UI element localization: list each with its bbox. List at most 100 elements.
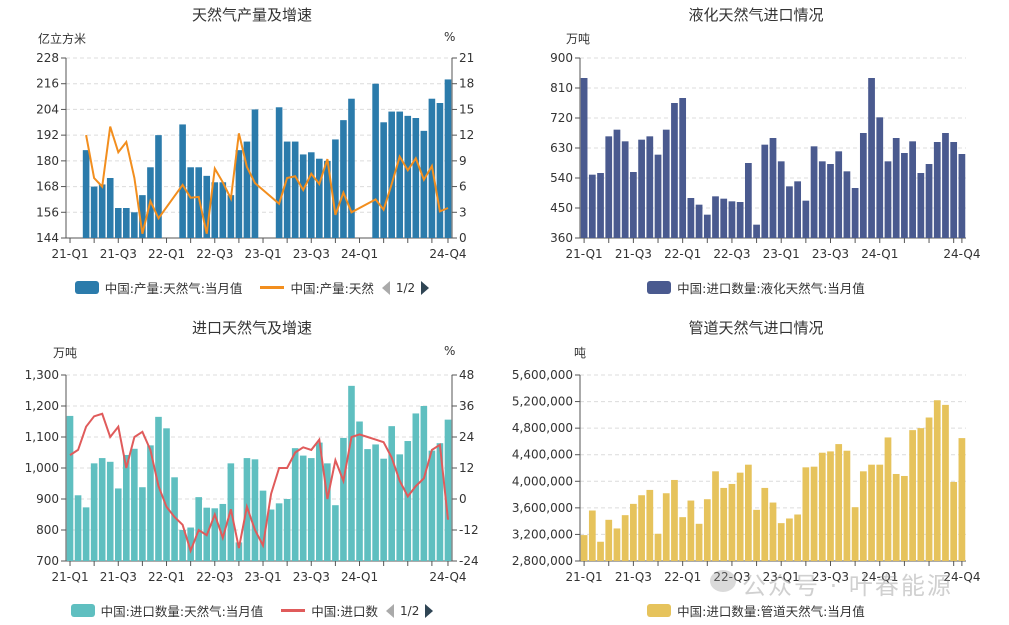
- y-tick-label: 3,200,000: [512, 527, 573, 541]
- chart-title: 进口天然气及增速: [191, 319, 312, 337]
- legend-item-bar[interactable]: 中国:进口数量:管道天然气:当月值: [647, 601, 865, 620]
- bar: [98, 184, 106, 238]
- chart-title: 液化天然气进口情况: [688, 6, 824, 24]
- bar: [761, 144, 769, 238]
- bar: [203, 175, 211, 238]
- bar: [171, 477, 178, 561]
- bar: [588, 510, 596, 561]
- legend-page: 1/2: [395, 280, 416, 295]
- y-tick-label: 540: [550, 171, 573, 185]
- bar: [380, 122, 387, 238]
- y-tick-label: 180: [36, 154, 59, 168]
- bar: [621, 515, 629, 561]
- legend-prev-icon[interactable]: [381, 280, 390, 295]
- bar: [316, 442, 323, 561]
- bar: [876, 117, 884, 238]
- bar: [630, 172, 637, 238]
- bar: [388, 111, 395, 238]
- x-tick-label: 23-Q1: [244, 247, 281, 261]
- bar: [892, 138, 900, 238]
- bar: [580, 535, 588, 561]
- bar: [243, 141, 251, 238]
- bar: [580, 78, 588, 238]
- legend-item-bar[interactable]: 中国:进口数量:天然气:当月值: [70, 601, 263, 620]
- bar: [219, 503, 227, 561]
- legend-label: 中国:产量:天然: [290, 281, 374, 296]
- x-tick-label: 23-Q3: [293, 247, 330, 261]
- bar: [90, 186, 98, 238]
- x-tick-label: 21-Q3: [615, 247, 652, 261]
- bar: [324, 463, 331, 561]
- bar: [679, 517, 687, 561]
- legend-pager: 1/2: [386, 603, 434, 618]
- x-tick-label: 21-Q3: [100, 247, 137, 261]
- bar: [155, 135, 162, 238]
- chart-panel-pipeline-import: 管道天然气进口情况 吨 2,800,000 3,200,000 3,600,000 4…: [504, 313, 1008, 625]
- y-tick-label: 192: [36, 128, 59, 142]
- x-tick-label: 22-Q1: [148, 570, 185, 584]
- y-tick-label: 168: [36, 180, 59, 194]
- bar: [299, 455, 307, 561]
- bar: [671, 103, 678, 238]
- bar: [412, 118, 420, 238]
- legend-item-bar[interactable]: 中国:进口数量:液化天然气:当月值: [647, 278, 865, 297]
- bar: [588, 174, 596, 238]
- legend-label: 中国:进口数量:管道天然气:当月值: [677, 604, 865, 619]
- bar: [818, 161, 826, 238]
- x-tick-label: 24-Q4: [943, 247, 980, 261]
- bar: [299, 154, 307, 238]
- bar: [621, 141, 629, 238]
- bar: [769, 138, 777, 238]
- x-tick-label: 23-Q3: [812, 247, 849, 261]
- x-tick-label: 22-Q1: [664, 570, 701, 584]
- bar: [114, 488, 122, 561]
- bar: [942, 404, 949, 561]
- bar: [794, 181, 802, 238]
- bar: [187, 527, 194, 561]
- x-tick-label: 24-Q1: [341, 570, 378, 584]
- y-tick-label: 216: [36, 77, 59, 91]
- bar: [859, 133, 867, 238]
- legend-item-bar[interactable]: 中国:产量:天然气:当月值: [74, 278, 242, 297]
- legend-item-line[interactable]: 中国:产量:天然: [260, 278, 374, 297]
- chart-panel-gas-import: 进口天然气及增速 万吨 % 700 800 900 1,000 1,100 1,200 1,…: [0, 313, 504, 625]
- y-tick-label: 900: [36, 492, 59, 506]
- bar: [958, 438, 966, 561]
- legend-item-line[interactable]: 中国:进口数: [281, 601, 378, 620]
- bar: [436, 103, 444, 238]
- bar: [720, 198, 728, 238]
- bar: [687, 500, 695, 561]
- bar: [843, 450, 851, 561]
- bar: [843, 171, 851, 238]
- bar: [777, 523, 785, 561]
- bar: [597, 541, 604, 561]
- bar: [436, 443, 444, 561]
- x-tick-label: 23-Q1: [763, 247, 800, 261]
- bar: [275, 107, 283, 239]
- y-tick-label: 156: [36, 205, 59, 219]
- y-tick-label: 5,200,000: [512, 395, 573, 409]
- legend-prev-icon[interactable]: [386, 603, 395, 618]
- y-axis-right-unit: %: [444, 30, 456, 44]
- x-tick-label: 24-Q4: [429, 247, 466, 261]
- bar: [818, 452, 826, 561]
- bar: [835, 444, 843, 561]
- y-tick-label-right: 6: [459, 180, 467, 194]
- bar: [925, 417, 933, 561]
- y-tick-label: 4,400,000: [512, 448, 573, 462]
- bar: [404, 441, 412, 561]
- legend-next-icon[interactable]: [425, 603, 434, 618]
- chart-panel-production: 天然气产量及增速 亿立方米 % 144 156 168 180 192 204 216 228…: [0, 0, 504, 312]
- bar: [211, 508, 219, 561]
- y-tick-label-right: 18: [459, 77, 474, 91]
- legend-next-icon[interactable]: [421, 280, 430, 295]
- y-tick-label-right: 0: [459, 231, 467, 245]
- bar: [942, 133, 949, 238]
- bar: [810, 146, 818, 238]
- bar: [597, 173, 604, 238]
- bar: [82, 150, 90, 238]
- y-tick-label: 4,000,000: [512, 474, 573, 488]
- watermark: 公众号 · 叶春能源: [742, 572, 953, 600]
- bar: [131, 212, 138, 238]
- bar: [925, 164, 933, 238]
